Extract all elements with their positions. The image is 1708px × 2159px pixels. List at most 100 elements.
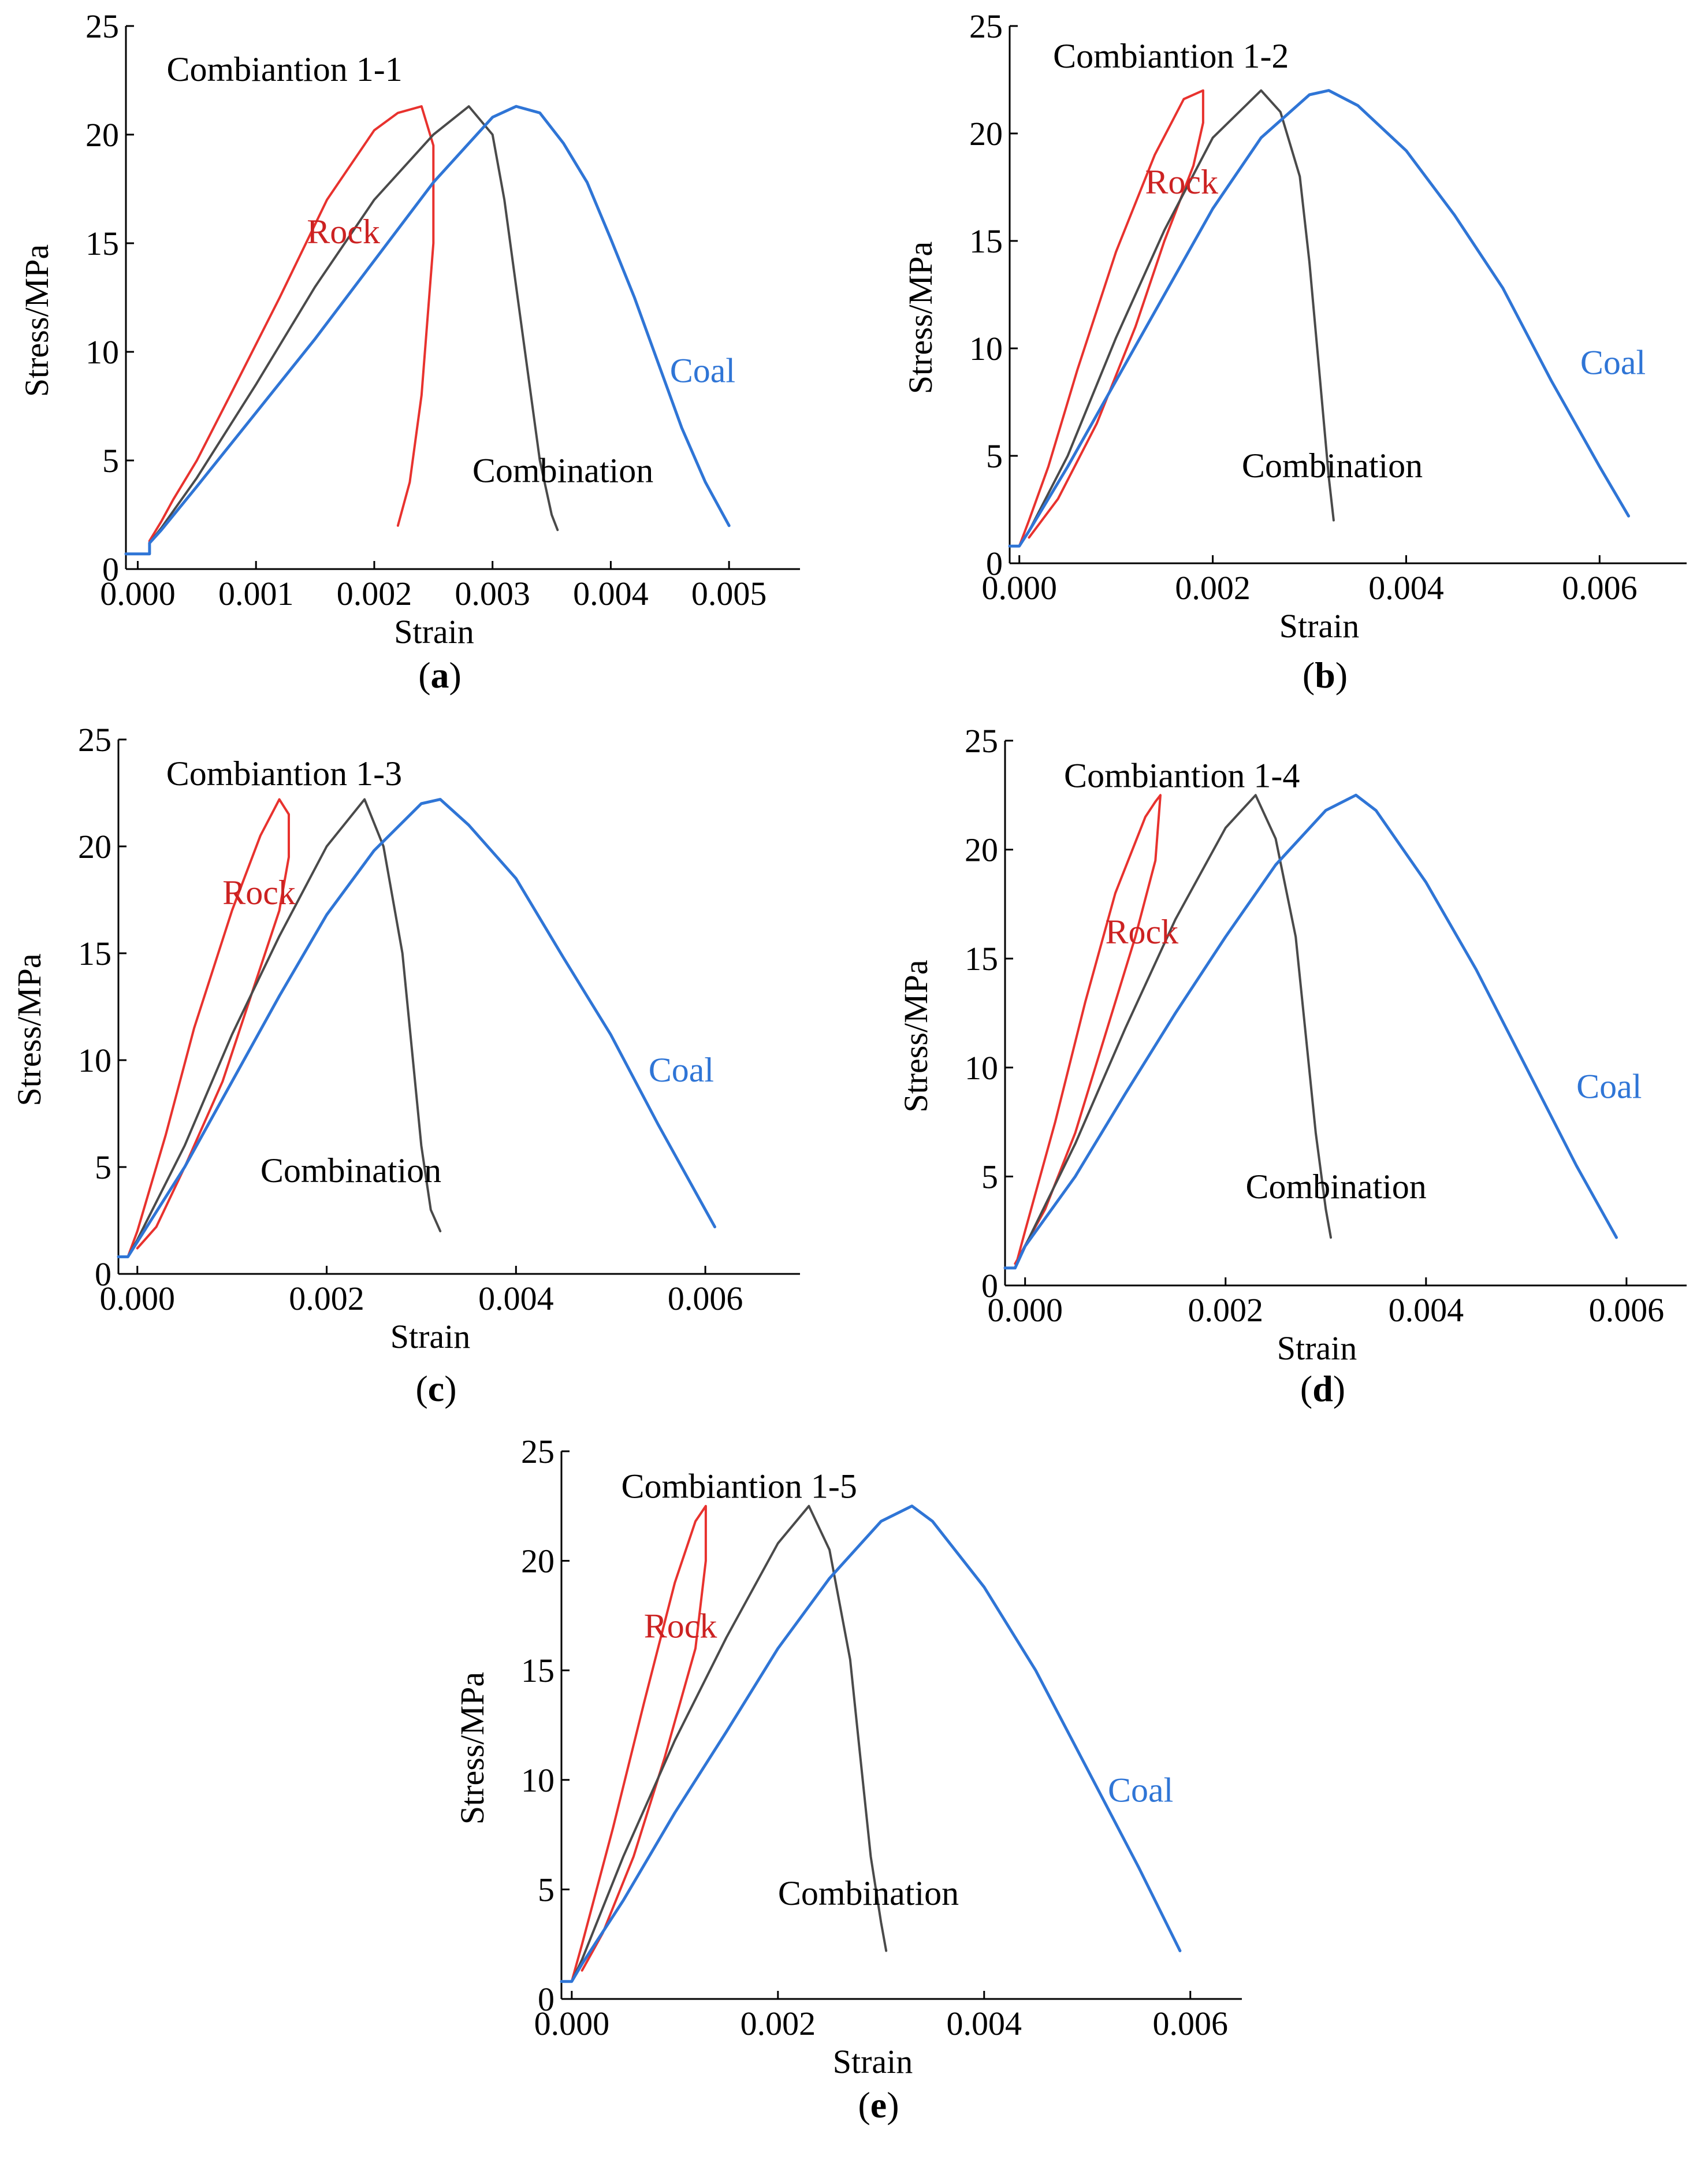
- panel-label-open: (: [415, 1368, 427, 1409]
- panel-label-close: ): [449, 655, 462, 696]
- x-tick-label: 0.000: [534, 2005, 610, 2042]
- x-tick-label: 0.000: [100, 575, 176, 612]
- series-label-combination: Combination: [472, 452, 653, 490]
- y-tick-label: 5: [538, 1871, 555, 1908]
- panel-label-close: ): [444, 1368, 456, 1409]
- y-tick-label: 0: [986, 545, 1003, 582]
- series-line-combination: [560, 1504, 888, 1983]
- series-line-coal: [1003, 793, 1618, 1270]
- panel-label: (e): [858, 2084, 899, 2125]
- y-tick-label: 15: [521, 1652, 555, 1689]
- series-label-rock: Rock: [1106, 913, 1179, 951]
- y-tick-label: 15: [78, 935, 111, 972]
- panel-label-close: ): [1333, 1368, 1345, 1409]
- chart-panel-a: 0 5 10 15 20 25 0.000 0.001 0.002 0.003 0.004 0.005…: [18, 8, 800, 696]
- series-label-combination: Combination: [1242, 447, 1423, 485]
- y-tick-label: 25: [965, 722, 998, 760]
- y-tick-label: 0: [95, 1255, 111, 1293]
- x-axis-label: Strain: [390, 1318, 471, 1355]
- series-label-combination: Combination: [778, 1874, 959, 1912]
- x-axis-label: Strain: [833, 2043, 913, 2080]
- y-tick-label: 25: [85, 8, 119, 45]
- series-label-combination: Combination: [261, 1151, 441, 1190]
- x-axis-label: Strain: [394, 613, 474, 651]
- series-line-rock: [560, 1504, 707, 1983]
- panel-label-open: (: [418, 655, 430, 696]
- y-tick-label: 0: [102, 551, 119, 588]
- panel-label: (a): [418, 655, 462, 696]
- series-label-coal: Coal: [1576, 1068, 1642, 1106]
- chart-title: Combiantion 1-5: [622, 1467, 857, 1506]
- y-tick-label: 10: [85, 333, 119, 371]
- y-tick-label: 20: [969, 115, 1003, 153]
- y-axis-label: Stress/MPa: [18, 244, 55, 397]
- series-label-coal: Coal: [1580, 344, 1646, 382]
- y-tick-label: 15: [965, 940, 998, 978]
- x-tick-label: 0.002: [289, 1280, 364, 1317]
- panel-label-letter: d: [1312, 1368, 1333, 1409]
- series-label-coal: Coal: [1108, 1771, 1173, 1809]
- y-axis-label: Stress/MPa: [10, 953, 48, 1106]
- series-label-rock: Rock: [644, 1607, 717, 1645]
- series-line-coal: [117, 798, 716, 1258]
- series-line-rock: [1009, 89, 1204, 548]
- series-label-rock: Rock: [307, 213, 380, 251]
- panel-label-open: (: [858, 2084, 870, 2125]
- series-line-rock: [125, 105, 435, 555]
- chart-title: Combiantion 1-1: [166, 50, 402, 88]
- y-tick-label: 5: [102, 442, 119, 480]
- series-line-rock: [1004, 794, 1162, 1269]
- y-tick-label: 10: [521, 1762, 555, 1799]
- x-tick-label: 0.002: [337, 575, 412, 612]
- x-tick-label: 0.001: [218, 575, 294, 612]
- panel-label-letter: c: [428, 1368, 444, 1409]
- panel-label-letter: b: [1315, 655, 1335, 696]
- panel-label-close: ): [1335, 655, 1348, 696]
- y-tick-label: 20: [965, 831, 998, 869]
- x-tick-label: 0.004: [1368, 569, 1444, 607]
- x-tick-label: 0.006: [668, 1280, 743, 1317]
- chart-title: Combiantion 1-2: [1053, 37, 1289, 75]
- x-axis-label: Strain: [1279, 607, 1360, 645]
- chart-panel-b: 0 5 10 15 20 25 0.000 0.002 0.004 0.006 Strain Stre…: [902, 8, 1687, 696]
- x-tick-label: 0.004: [573, 575, 649, 612]
- y-tick-label: 5: [95, 1149, 111, 1186]
- panel-label-open: (: [1300, 1368, 1312, 1409]
- series-line-coal: [1008, 89, 1630, 548]
- x-tick-label: 0.003: [455, 575, 530, 612]
- series-line-combination: [117, 798, 442, 1258]
- x-tick-label: 0.006: [1153, 2005, 1229, 2042]
- x-tick-label: 0.000: [987, 1291, 1063, 1329]
- series-label-coal: Coal: [649, 1051, 714, 1089]
- series-label-rock: Rock: [1145, 163, 1218, 201]
- x-tick-label: 0.004: [1389, 1291, 1464, 1329]
- panel-label-open: (: [1303, 655, 1315, 696]
- x-tick-label: 0.004: [478, 1280, 554, 1317]
- series-line-rock: [117, 798, 290, 1258]
- y-tick-label: 10: [78, 1042, 111, 1079]
- y-tick-label: 5: [981, 1158, 998, 1195]
- series-line-combination: [1004, 794, 1332, 1269]
- panel-label: (d): [1300, 1368, 1345, 1409]
- panel-label-letter: a: [431, 655, 449, 696]
- y-tick-label: 20: [78, 828, 111, 865]
- x-tick-label: 0.000: [100, 1280, 176, 1317]
- panel-label-close: ): [887, 2084, 899, 2125]
- series-label-rock: Rock: [222, 874, 296, 912]
- y-tick-label: 25: [521, 1433, 555, 1470]
- y-tick-label: 10: [965, 1049, 998, 1087]
- y-axis-label: Stress/MPa: [453, 1672, 491, 1824]
- x-tick-label: 0.000: [981, 569, 1057, 607]
- y-axis-label: Stress/MPa: [902, 241, 939, 394]
- y-axis-label: Stress/MPa: [897, 960, 935, 1112]
- y-tick-label: 0: [538, 1980, 555, 2018]
- y-tick-label: 20: [521, 1543, 555, 1580]
- y-tick-label: 15: [969, 222, 1003, 260]
- x-axis-label: Strain: [1277, 1329, 1357, 1367]
- panel-label: (b): [1303, 655, 1348, 696]
- y-tick-label: 5: [986, 437, 1003, 475]
- chart-panel-d: 0 5 10 15 20 25 0.000 0.002 0.004 0.006 Strain Stre…: [897, 722, 1687, 1409]
- x-tick-label: 0.006: [1562, 569, 1638, 607]
- x-tick-label: 0.002: [1175, 569, 1251, 607]
